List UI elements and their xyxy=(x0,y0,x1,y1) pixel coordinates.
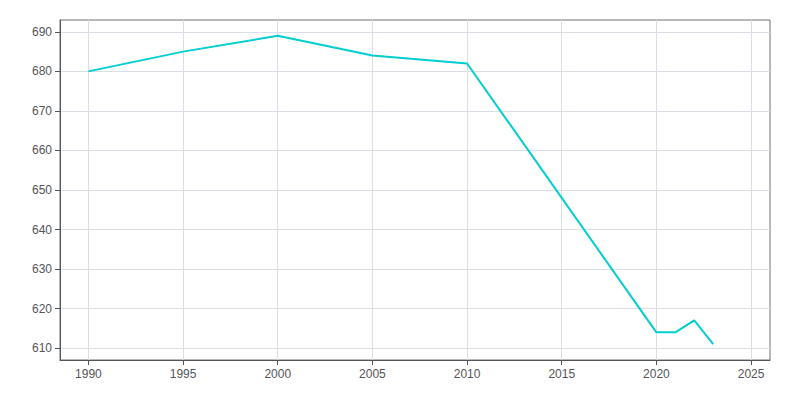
svg-text:2015: 2015 xyxy=(548,367,575,381)
svg-text:640: 640 xyxy=(32,223,52,237)
svg-text:610: 610 xyxy=(32,341,52,355)
svg-text:2025: 2025 xyxy=(738,367,765,381)
svg-text:2020: 2020 xyxy=(643,367,670,381)
svg-text:1990: 1990 xyxy=(75,367,102,381)
svg-text:620: 620 xyxy=(32,302,52,316)
svg-text:660: 660 xyxy=(32,143,52,157)
svg-text:680: 680 xyxy=(32,64,52,78)
svg-text:630: 630 xyxy=(32,262,52,276)
svg-text:2005: 2005 xyxy=(359,367,386,381)
svg-text:650: 650 xyxy=(32,183,52,197)
svg-text:2010: 2010 xyxy=(454,367,481,381)
svg-text:690: 690 xyxy=(32,25,52,39)
svg-text:2000: 2000 xyxy=(264,367,291,381)
svg-text:670: 670 xyxy=(32,104,52,118)
svg-text:1995: 1995 xyxy=(170,367,197,381)
